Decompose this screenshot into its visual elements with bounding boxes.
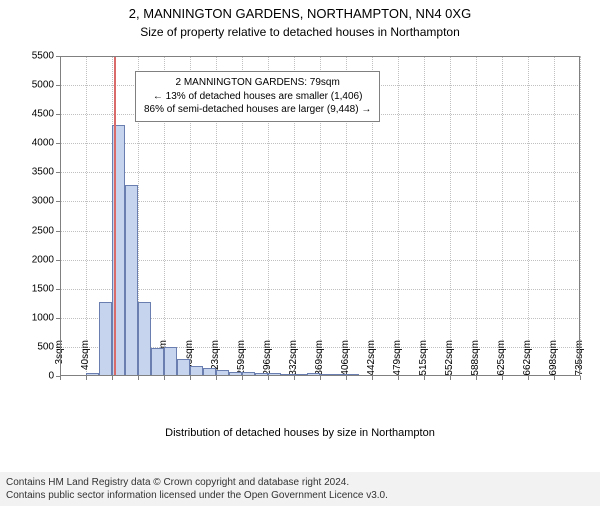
- histogram-bar: [99, 302, 112, 376]
- footer-line-1: Contains HM Land Registry data © Crown c…: [6, 476, 594, 489]
- gridline-vertical: [528, 56, 529, 376]
- x-tick-label: 698sqm: [548, 340, 559, 380]
- annotation-box: 2 MANNINGTON GARDENS: 79sqm ← 13% of det…: [135, 71, 380, 122]
- gridline-vertical: [580, 56, 581, 376]
- y-tick-mark: [56, 143, 60, 144]
- y-tick-mark: [56, 85, 60, 86]
- x-tick-mark: [216, 376, 217, 380]
- histogram-bar: [255, 373, 268, 376]
- x-tick-label: 479sqm: [392, 340, 403, 380]
- reference-line: [114, 56, 116, 376]
- y-tick-mark: [56, 260, 60, 261]
- y-tick-mark: [56, 201, 60, 202]
- x-tick-mark: [138, 376, 139, 380]
- histogram-bar: [216, 370, 229, 376]
- histogram-bar: [294, 374, 307, 376]
- x-tick-mark: [528, 376, 529, 380]
- x-tick-mark: [190, 376, 191, 380]
- x-tick-mark: [502, 376, 503, 380]
- x-tick-label: 662sqm: [522, 340, 533, 380]
- gridline-vertical: [398, 56, 399, 376]
- x-axis-label: Distribution of detached houses by size …: [0, 427, 600, 439]
- annotation-line-3: 86% of semi-detached houses are larger (…: [144, 103, 371, 117]
- chart-subtitle: Size of property relative to detached ho…: [0, 25, 600, 39]
- gridline-vertical: [424, 56, 425, 376]
- histogram-bar: [307, 373, 320, 376]
- histogram-bar: [151, 348, 164, 377]
- x-tick-label: 3sqm: [54, 340, 65, 380]
- x-tick-label: 588sqm: [470, 340, 481, 380]
- gridline-vertical: [502, 56, 503, 376]
- chart-title: 2, MANNINGTON GARDENS, NORTHAMPTON, NN4 …: [0, 6, 600, 23]
- x-tick-label: 735sqm: [574, 340, 585, 380]
- histogram-bar: [125, 185, 138, 376]
- y-tick-mark: [56, 114, 60, 115]
- histogram-bar: [281, 374, 294, 376]
- x-tick-mark: [476, 376, 477, 380]
- y-tick-mark: [56, 56, 60, 57]
- annotation-line-2: ← 13% of detached houses are smaller (1,…: [144, 90, 371, 104]
- histogram-bar: [320, 374, 333, 376]
- chart-container: Number of detached properties 2 MANNINGT…: [0, 46, 600, 441]
- annotation-line-1: 2 MANNINGTON GARDENS: 79sqm: [144, 76, 371, 90]
- x-tick-mark: [60, 376, 61, 380]
- x-tick-mark: [112, 376, 113, 380]
- x-tick-mark: [372, 376, 373, 380]
- gridline-vertical: [450, 56, 451, 376]
- gridline-vertical: [476, 56, 477, 376]
- histogram-bar: [242, 372, 255, 376]
- histogram-bar: [333, 374, 346, 376]
- footer-attribution: Contains HM Land Registry data © Crown c…: [0, 472, 600, 506]
- histogram-bar: [229, 372, 242, 376]
- histogram-bar: [268, 373, 281, 376]
- y-tick-mark: [56, 289, 60, 290]
- y-tick-mark: [56, 318, 60, 319]
- y-tick-mark: [56, 172, 60, 173]
- x-tick-mark: [294, 376, 295, 380]
- x-tick-mark: [424, 376, 425, 380]
- x-tick-mark: [554, 376, 555, 380]
- x-tick-mark: [450, 376, 451, 380]
- histogram-bar: [138, 302, 151, 376]
- x-tick-mark: [242, 376, 243, 380]
- histogram-bar: [177, 359, 190, 376]
- footer-line-2: Contains public sector information licen…: [6, 489, 594, 502]
- x-tick-mark: [86, 376, 87, 380]
- histogram-bar: [86, 373, 99, 376]
- x-tick-mark: [346, 376, 347, 380]
- x-tick-mark: [320, 376, 321, 380]
- histogram-bar: [346, 374, 359, 376]
- x-tick-label: 625sqm: [496, 340, 507, 380]
- histogram-bar: [190, 366, 203, 376]
- histogram-bar: [203, 368, 216, 376]
- x-tick-mark: [268, 376, 269, 380]
- x-tick-label: 515sqm: [418, 340, 429, 380]
- x-tick-label: 442sqm: [366, 340, 377, 380]
- gridline-vertical: [86, 56, 87, 376]
- x-tick-label: 552sqm: [444, 340, 455, 380]
- histogram-bar: [164, 347, 177, 376]
- x-tick-mark: [398, 376, 399, 380]
- gridline-vertical: [554, 56, 555, 376]
- plot-area: 2 MANNINGTON GARDENS: 79sqm ← 13% of det…: [60, 56, 580, 376]
- y-tick-mark: [56, 231, 60, 232]
- x-tick-mark: [164, 376, 165, 380]
- x-tick-mark: [580, 376, 581, 380]
